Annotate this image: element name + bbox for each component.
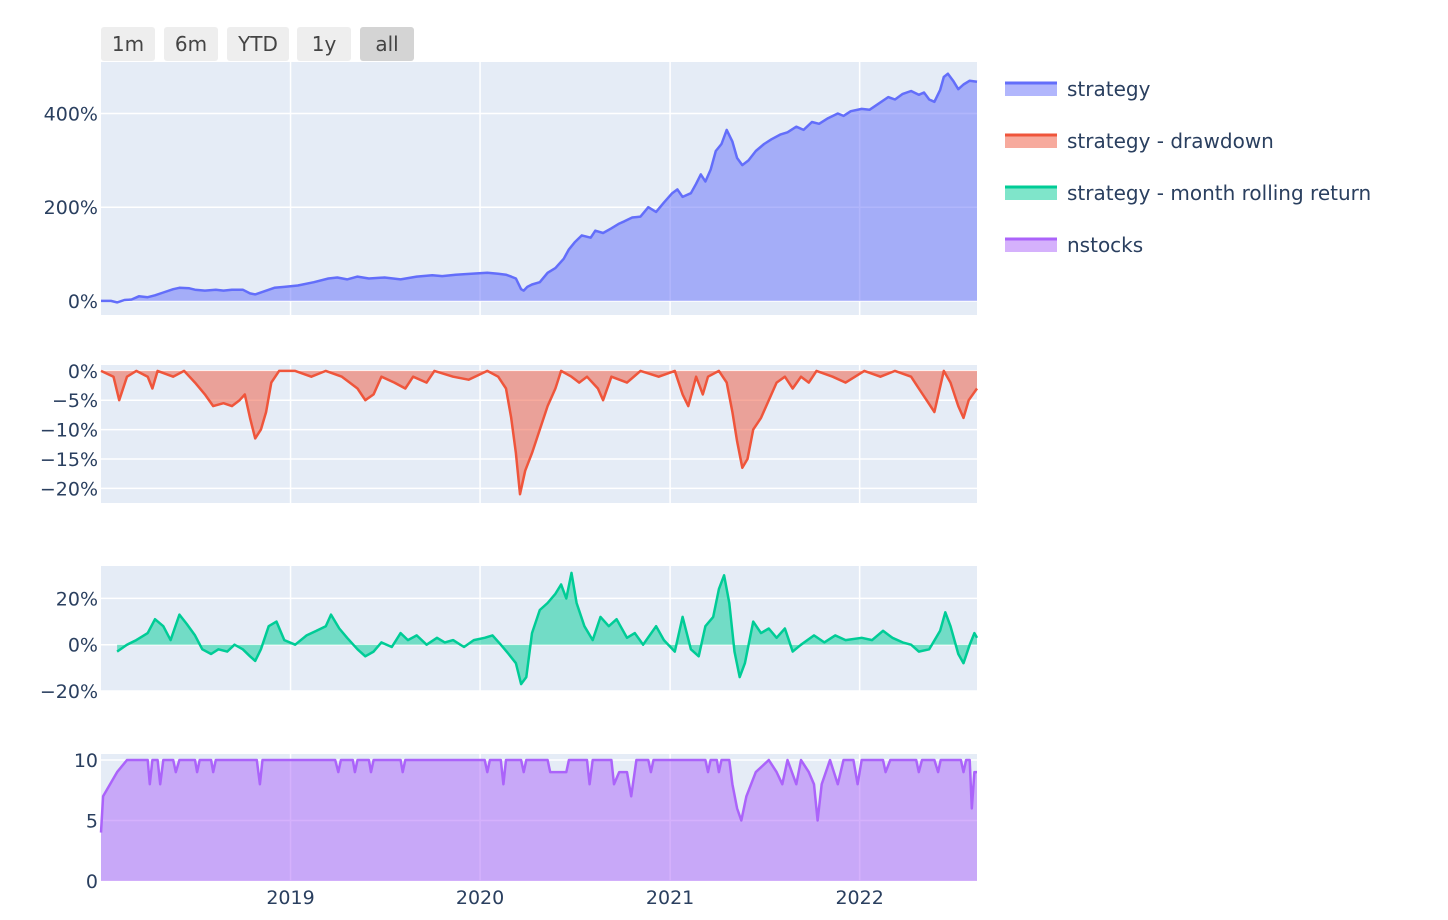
legend-item[interactable]: strategy - month rolling return (1005, 181, 1371, 205)
legend-swatch (1005, 82, 1057, 96)
y-tick-label: −10% (40, 420, 98, 442)
legend-label: nstocks (1067, 233, 1143, 257)
legend-label: strategy - month rolling return (1067, 181, 1371, 205)
series-line (101, 72, 978, 304)
legend: strategy strategy - drawdown strategy - mo… (1005, 77, 1371, 257)
subplot-1: 0% 200% 400% (44, 62, 978, 315)
legend-item[interactable]: strategy - drawdown (1005, 129, 1274, 153)
y-tick-label: −15% (40, 449, 98, 471)
series-line (116, 571, 979, 686)
y-tick-label: 0% (68, 635, 98, 657)
subplot-3: 20% 0% −20% (40, 566, 979, 703)
subplot-2: 0% −5% −10% −15% −20% (40, 361, 979, 503)
y-tick-label: 200% (44, 197, 98, 219)
legend-label: strategy - drawdown (1067, 129, 1274, 153)
y-tick-label: 400% (44, 104, 98, 126)
y-tick-label: 0% (68, 361, 98, 383)
series-area (117, 572, 978, 685)
y-tick-label: 5 (86, 811, 98, 833)
range-button-ytd[interactable]: YTD (227, 27, 289, 61)
y-tick-label: 10 (74, 750, 98, 772)
series-area (101, 370, 977, 495)
y-tick-label: −20% (40, 478, 98, 500)
legend-item[interactable]: nstocks (1005, 233, 1143, 257)
series-line (99, 758, 977, 833)
legend-swatch (1005, 134, 1057, 148)
series-area (101, 760, 977, 881)
x-tick-label: 2019 (266, 887, 314, 909)
y-tick-label: 20% (56, 588, 98, 610)
range-button-all[interactable]: all (360, 27, 414, 61)
legend-swatch (1005, 238, 1057, 252)
x-tick-label: 2022 (835, 887, 883, 909)
y-tick-label: −20% (40, 681, 98, 703)
series-line (100, 369, 979, 496)
range-button-1y[interactable]: 1y (297, 27, 351, 61)
range-button-1m[interactable]: 1m (101, 27, 155, 61)
x-tick-label: 2020 (456, 887, 504, 909)
range-button-6m[interactable]: 6m (164, 27, 218, 61)
subplot-4: 0 5 10 2019 2020 2021 2022 (74, 750, 977, 909)
y-tick-label: 0 (86, 871, 98, 893)
x-tick-label: 2021 (646, 887, 694, 909)
y-tick-label: −5% (52, 390, 98, 412)
legend-label: strategy (1067, 77, 1151, 101)
legend-item[interactable]: strategy (1005, 77, 1151, 101)
series-area (101, 73, 977, 303)
legend-swatch (1005, 186, 1057, 200)
y-tick-label: 0% (68, 291, 98, 313)
